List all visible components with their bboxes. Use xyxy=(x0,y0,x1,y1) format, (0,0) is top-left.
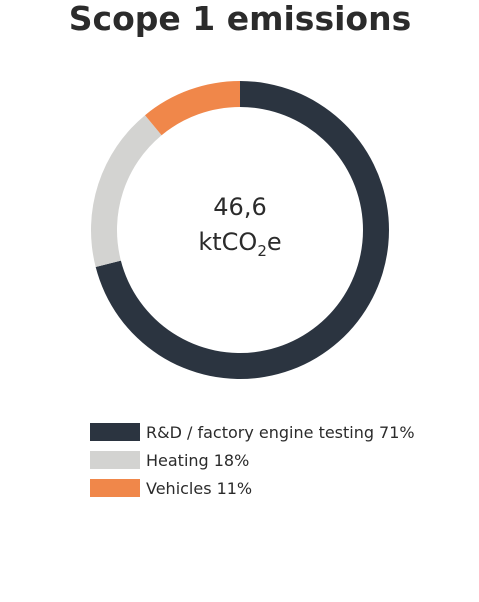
legend-swatch xyxy=(90,423,140,441)
unit-main: ktCO xyxy=(198,228,257,256)
unit-sub: 2 xyxy=(257,242,267,260)
legend-name: Heating xyxy=(146,451,209,470)
unit-end: e xyxy=(267,228,282,256)
legend-value: 18% xyxy=(214,451,250,470)
legend-label: R&D / factory engine testing 71% xyxy=(146,423,415,442)
donut-segment xyxy=(145,81,240,136)
legend-swatch xyxy=(90,479,140,497)
donut-segment xyxy=(91,115,162,268)
legend-name: R&D / factory engine testing xyxy=(146,423,374,442)
center-unit: ktCO2e xyxy=(198,228,281,260)
center-value: 46,6 xyxy=(213,193,266,221)
legend-value: 71% xyxy=(379,423,415,442)
legend-label: Heating 18% xyxy=(146,451,249,470)
legend-name: Vehicles xyxy=(146,479,212,498)
legend-label: Vehicles 11% xyxy=(146,479,252,498)
chart-title: Scope 1 emissions xyxy=(69,0,411,38)
legend-swatch xyxy=(90,451,140,469)
legend-value: 11% xyxy=(217,479,253,498)
